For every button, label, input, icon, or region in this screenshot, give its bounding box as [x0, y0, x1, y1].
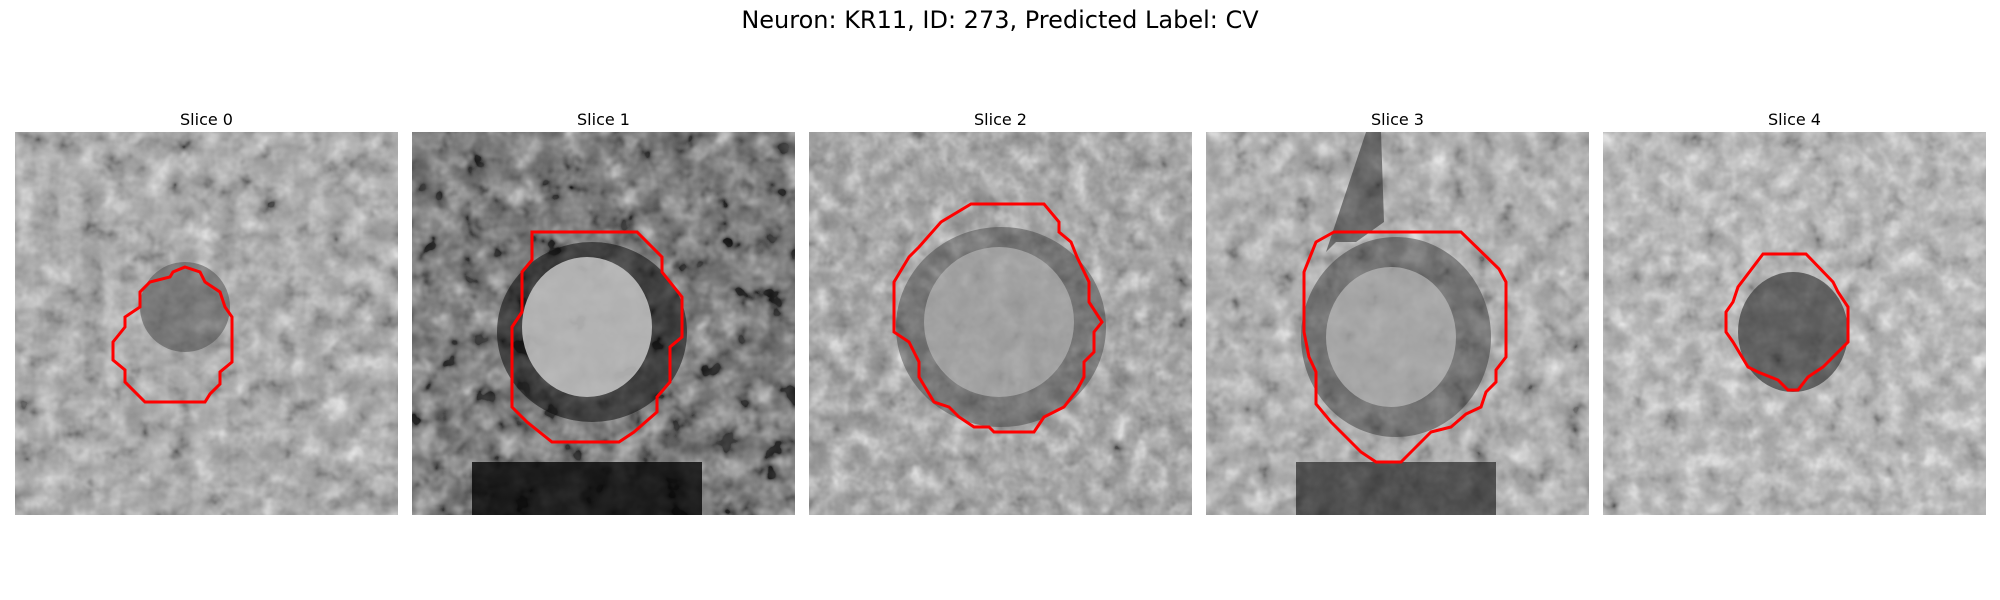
segmentation-contour — [1302, 230, 1508, 464]
segmentation-contour — [111, 265, 234, 404]
dark-region — [472, 462, 702, 515]
slice-image-4 — [1603, 132, 1986, 515]
slice-image-2 — [809, 132, 1192, 515]
slice-title-2: Slice 2 — [974, 110, 1027, 129]
slice-image-0 — [15, 132, 398, 515]
cell-body — [522, 257, 652, 397]
segmentation-contour — [1724, 252, 1850, 392]
cell-body — [140, 262, 230, 352]
slice-title-4: Slice 4 — [1768, 110, 1821, 129]
slice-image-1 — [412, 132, 795, 515]
slice-title-0: Slice 0 — [180, 110, 233, 129]
slice-title-1: Slice 1 — [577, 110, 630, 129]
cell-body — [1326, 267, 1456, 407]
dark-process — [1326, 132, 1384, 252]
segmentation-contour — [892, 202, 1104, 434]
slice-panel-3: Slice 3 — [1206, 108, 1589, 515]
slice-title-3: Slice 3 — [1371, 110, 1424, 129]
slice-panel-2: Slice 2 — [809, 108, 1192, 515]
segmentation-contour — [510, 230, 684, 444]
cell-body — [1738, 272, 1848, 392]
figure-title: Neuron: KR11, ID: 273, Predicted Label: … — [741, 6, 1259, 34]
dark-region — [1296, 462, 1496, 515]
slice-image-3 — [1206, 132, 1589, 515]
slice-panel-1: Slice 1 — [412, 108, 795, 515]
cell-body — [924, 247, 1074, 397]
slice-panel-0: Slice 0 — [15, 108, 398, 515]
slice-panel-4: Slice 4 — [1603, 108, 1986, 515]
